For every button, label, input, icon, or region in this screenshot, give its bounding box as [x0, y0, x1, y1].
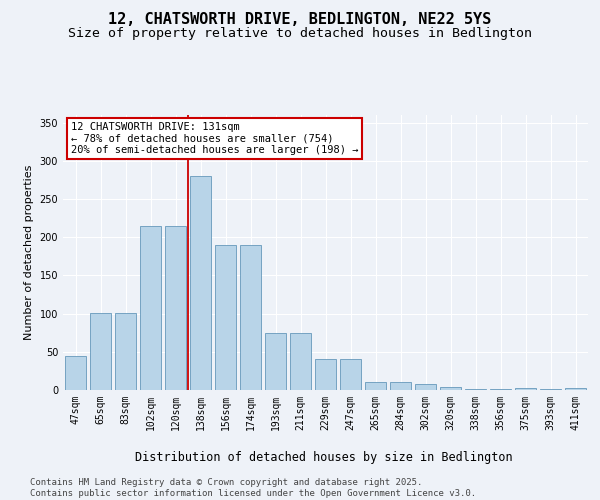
Bar	[290, 332, 311, 390]
Bar	[565, 388, 586, 390]
Bar	[390, 382, 411, 390]
Bar	[340, 360, 361, 390]
Text: Distribution of detached houses by size in Bedlington: Distribution of detached houses by size …	[135, 451, 513, 464]
Text: 12 CHATSWORTH DRIVE: 131sqm
← 78% of detached houses are smaller (754)
20% of se: 12 CHATSWORTH DRIVE: 131sqm ← 78% of det…	[71, 122, 358, 155]
Text: Size of property relative to detached houses in Bedlington: Size of property relative to detached ho…	[68, 28, 532, 40]
Bar	[115, 313, 136, 390]
Bar	[515, 388, 536, 390]
Text: Contains HM Land Registry data © Crown copyright and database right 2025.
Contai: Contains HM Land Registry data © Crown c…	[30, 478, 476, 498]
Bar	[440, 387, 461, 390]
Bar	[240, 245, 261, 390]
Bar	[90, 313, 111, 390]
Bar	[190, 176, 211, 390]
Text: 12, CHATSWORTH DRIVE, BEDLINGTON, NE22 5YS: 12, CHATSWORTH DRIVE, BEDLINGTON, NE22 5…	[109, 12, 491, 28]
Bar	[465, 389, 486, 390]
Bar	[265, 332, 286, 390]
Bar	[540, 389, 561, 390]
Bar	[490, 389, 511, 390]
Bar	[165, 226, 186, 390]
Bar	[415, 384, 436, 390]
Bar	[65, 356, 86, 390]
Bar	[315, 360, 336, 390]
Bar	[140, 226, 161, 390]
Y-axis label: Number of detached properties: Number of detached properties	[24, 165, 34, 340]
Bar	[365, 382, 386, 390]
Bar	[215, 245, 236, 390]
